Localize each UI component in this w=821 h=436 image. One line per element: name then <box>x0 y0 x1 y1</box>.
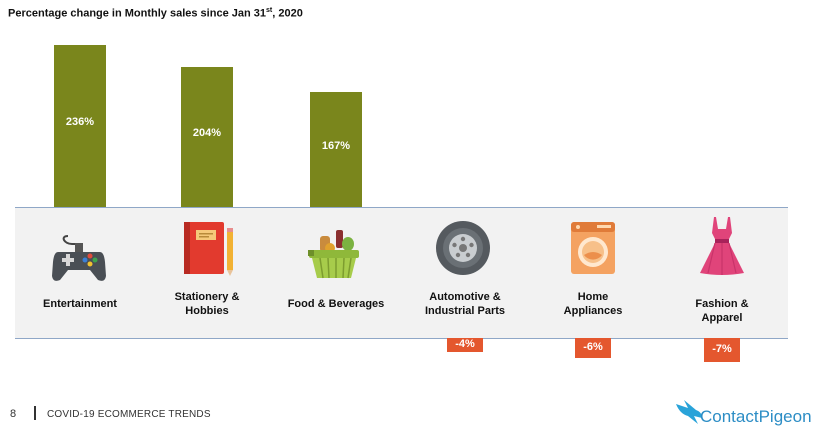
bar <box>54 45 106 207</box>
bar-value-label: 204% <box>192 127 222 140</box>
bar-value-label: -4% <box>455 337 475 350</box>
tire-icon <box>436 221 490 275</box>
category-label: Food & Beverages <box>276 297 396 311</box>
footer-text: COVID-19 ECOMMERCE TRENDS <box>47 409 211 420</box>
category-label-line: Home <box>577 291 609 303</box>
notebook-icon <box>184 222 233 276</box>
gamepad-icon <box>52 235 106 281</box>
footer-separator <box>34 406 36 420</box>
washing-machine-icon <box>571 222 615 274</box>
bar <box>447 338 483 352</box>
bar <box>181 66 233 207</box>
category-label: Stationery & Hobbies <box>147 290 267 318</box>
category-label-line: Food & Beverages <box>287 298 385 310</box>
category-label: Automotive & Industrial Parts <box>405 290 525 318</box>
brand-name: ContactPigeon <box>700 407 812 426</box>
category-label-line: Fashion & <box>695 298 749 310</box>
category-label-line: Automotive & <box>429 291 501 303</box>
bar-value-label: -6% <box>583 341 603 354</box>
category-label-line: Industrial Parts <box>424 305 506 317</box>
category-label: Fashion & Apparel <box>662 297 782 325</box>
category-label-line: Entertainment <box>43 298 117 310</box>
bar <box>310 92 362 207</box>
bar-value-label: 167% <box>321 140 351 153</box>
category-label-line: Stationery & <box>174 291 240 303</box>
category-label-line: Hobbies <box>185 305 229 317</box>
category-band <box>15 207 788 339</box>
category-label-line: Apparel <box>701 312 743 324</box>
category-label: Entertainment <box>20 297 140 311</box>
category-label-line: Appliances <box>563 305 623 317</box>
bar <box>704 338 740 362</box>
bar-value-label: 236% <box>65 115 95 128</box>
page-number: 8 <box>10 408 17 420</box>
dress-icon <box>700 217 744 275</box>
bar-value-label: -7% <box>712 342 732 355</box>
category-label: Home Appliances <box>533 290 653 318</box>
bar <box>575 338 611 359</box>
grocery-basket-icon <box>308 230 359 279</box>
contactpigeon-logo-icon <box>676 400 702 424</box>
chart-title: Percentage change in Monthly sales since… <box>8 7 303 20</box>
